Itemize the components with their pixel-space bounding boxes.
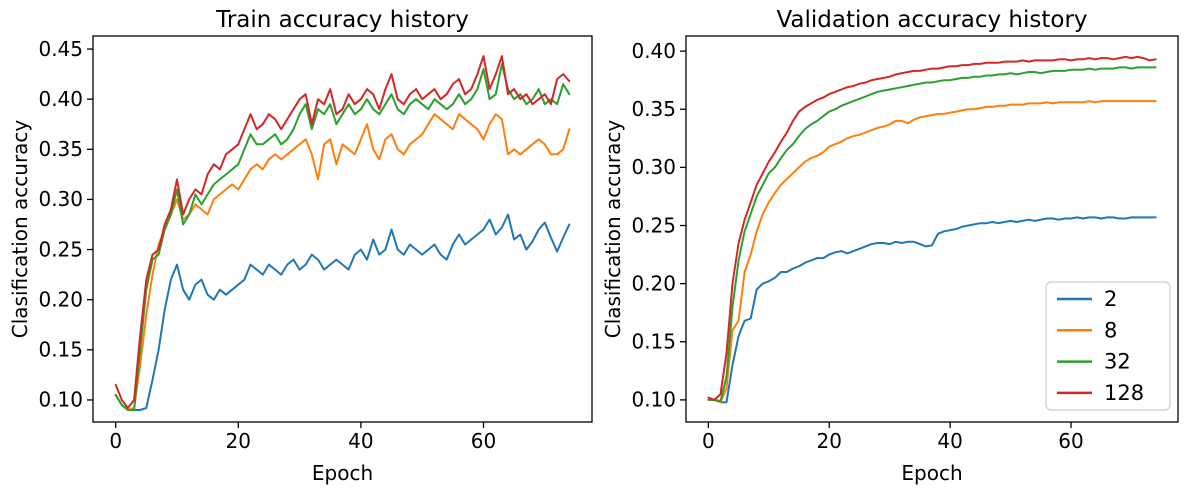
y-axis-tick-label: 0.45	[38, 37, 83, 61]
x-axis-tick-label: 40	[348, 429, 373, 453]
y-axis-tick-label: 0.25	[631, 213, 676, 237]
series-line-2	[707, 216, 1157, 404]
y-axis-label: Clasification accuracy	[601, 120, 625, 339]
legend-label: 8	[1104, 318, 1117, 342]
y-axis-tick-label: 0.15	[631, 330, 676, 354]
y-axis-tick-label: 0.30	[631, 155, 676, 179]
legend-entry: 2	[1057, 287, 1117, 311]
y-axis-tick-label: 0.15	[38, 338, 83, 362]
y-axis-tick-label: 0.40	[631, 39, 676, 63]
y-axis-label: Clasification accuracy	[8, 120, 32, 339]
x-axis-tick-label: 20	[817, 429, 842, 453]
x-axis-tick-label: 0	[702, 429, 715, 453]
series-line-128	[114, 55, 571, 409]
x-axis-tick-label: 40	[937, 429, 962, 453]
x-axis-tick-label: 0	[109, 429, 122, 453]
x-axis-label: Epoch	[312, 461, 373, 485]
x-axis-label: Epoch	[901, 461, 962, 485]
y-axis-tick-label: 0.20	[631, 271, 676, 295]
legend-label: 32	[1104, 350, 1131, 374]
series-line-2	[114, 213, 571, 411]
y-axis-tick-label: 0.10	[631, 388, 676, 412]
plot-frame	[92, 35, 593, 423]
x-axis-tick-label: 20	[226, 429, 251, 453]
chart-title: Train accuracy history	[215, 7, 469, 33]
y-axis-tick-label: 0.25	[38, 237, 83, 261]
y-axis-tick-label: 0.30	[38, 187, 83, 211]
y-axis-tick-label: 0.40	[38, 87, 83, 111]
legend-label: 2	[1104, 287, 1117, 311]
legend-entry: 8	[1057, 318, 1117, 342]
series-line-32	[707, 66, 1157, 403]
legend-entry: 32	[1057, 350, 1131, 374]
y-axis-tick-label: 0.20	[38, 287, 83, 311]
series-line-8	[707, 100, 1157, 404]
y-axis-tick-label: 0.35	[38, 137, 83, 161]
chart-title: Validation accuracy history	[776, 7, 1087, 33]
series-line-32	[114, 63, 571, 411]
y-axis-tick-label: 0.10	[38, 388, 83, 412]
plot-area	[93, 36, 592, 422]
legend-frame	[1045, 281, 1171, 411]
legend: 2 8 32 128	[1045, 281, 1171, 411]
x-axis-tick-label: 60	[471, 429, 496, 453]
legend-label: 128	[1104, 381, 1144, 405]
series-line-128	[707, 55, 1157, 401]
legend-entry: 128	[1057, 381, 1144, 405]
validation-accuracy-chart: 0.10 0.15 0.20 0.25 0.30 0.35 0.40 0 20 40 60 Valid…	[601, 7, 1179, 485]
train-accuracy-chart: 0.10 0.15 0.20 0.25 0.30 0.35 0.40 0.45 0 20 40 60 T…	[8, 7, 593, 485]
x-axis-tick-label: 60	[1058, 429, 1083, 453]
y-axis-tick-label: 0.35	[631, 97, 676, 121]
plot-frame	[685, 35, 1179, 423]
